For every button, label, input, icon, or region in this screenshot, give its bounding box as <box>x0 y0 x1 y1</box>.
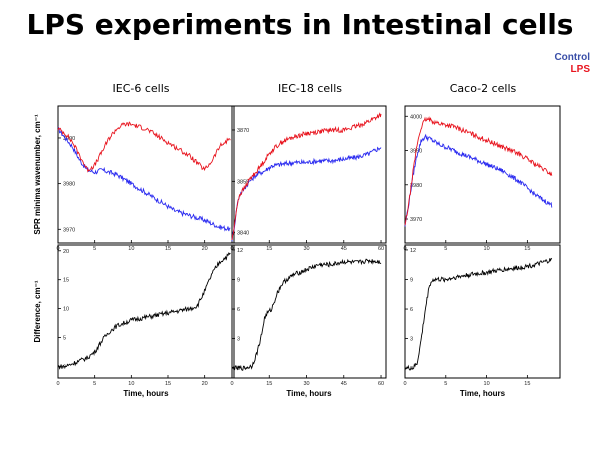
y-tick-label: 3980 <box>410 183 422 189</box>
y-tick-label: 0 <box>410 366 413 372</box>
y-tick-label: 3 <box>237 337 240 343</box>
x-axis-title: Time, hours <box>123 389 169 398</box>
x-tick-label: 15 <box>524 246 530 252</box>
x-tick-label: 30 <box>303 381 309 387</box>
series-line-lps <box>57 121 231 173</box>
x-tick-label: 10 <box>484 246 490 252</box>
panel-title: IEC-18 cells <box>278 82 342 95</box>
panel-title: Caco-2 cells <box>450 82 517 95</box>
y-tick-label: 9 <box>410 277 413 283</box>
slide-title: LPS experiments in Intestinal cells <box>26 8 574 41</box>
y-tick-label: 3855 <box>237 179 249 185</box>
x-tick-label: 15 <box>266 246 272 252</box>
x-tick-label: 15 <box>266 381 272 387</box>
x-tick-label: 15 <box>165 246 171 252</box>
plot-frame <box>404 105 561 244</box>
x-tick-label: 20 <box>202 381 208 387</box>
legend: Control LPS <box>520 52 590 76</box>
chart-panel-5: 0 15 30 45 60 0 3 6 9 12 <box>230 244 387 387</box>
legend-item-control: Control <box>554 52 590 63</box>
y-tick-label: 3840 <box>237 231 249 237</box>
series-line-lps <box>404 115 553 226</box>
panel-title: IEC-6 cells <box>113 82 170 95</box>
x-tick-label: 0 <box>56 381 59 387</box>
y-tick-label: 6 <box>410 307 413 313</box>
x-tick-label: 10 <box>484 381 490 387</box>
x-tick-label: 20 <box>202 246 208 252</box>
x-tick-label: 10 <box>128 246 134 252</box>
y-tick-label: 20 <box>63 249 69 255</box>
y-tick-label: 3970 <box>410 217 422 223</box>
series-line-lps <box>231 112 382 241</box>
y-tick-label: 5 <box>63 336 66 342</box>
y-tick-label: 12 <box>237 248 243 254</box>
y-tick-label: 0 <box>237 366 240 372</box>
y-tick-label: 15 <box>63 278 69 284</box>
y-tick-label: 10 <box>63 307 69 313</box>
chart-panel-4: 0 5 10 15 20 0 5 10 15 20 <box>56 244 235 387</box>
x-axis-title: Time, hours <box>286 389 332 398</box>
series-line-difference <box>57 252 231 370</box>
x-tick-label: 60 <box>378 381 384 387</box>
x-tick-label: 15 <box>524 381 530 387</box>
plot-frame <box>57 244 235 379</box>
y-tick-label: 3980 <box>63 182 75 188</box>
y-tick-label: 3870 <box>237 128 249 134</box>
y-tick-label: 12 <box>410 248 416 254</box>
y-tick-label: 9 <box>237 277 240 283</box>
series-line-control <box>57 126 231 232</box>
y-tick-label: 6 <box>237 307 240 313</box>
x-tick-label: 0 <box>230 381 233 387</box>
y-tick-label: 4000 <box>410 114 422 120</box>
series-line-difference <box>404 257 553 371</box>
x-tick-label: 5 <box>93 381 96 387</box>
series-line-control <box>404 133 553 227</box>
x-axis-title: Time, hours <box>460 389 506 398</box>
x-tick-label: 5 <box>444 381 447 387</box>
plot-frame <box>231 105 387 244</box>
x-tick-label: 30 <box>303 246 309 252</box>
y-tick-label: 3 <box>410 337 413 343</box>
y-tick-label: 3970 <box>63 227 75 233</box>
x-tick-label: 5 <box>93 246 96 252</box>
x-tick-label: 45 <box>341 381 347 387</box>
x-tick-label: 5 <box>444 246 447 252</box>
legend-item-lps: LPS <box>570 64 590 75</box>
series-line-difference <box>231 258 382 372</box>
plot-frame <box>57 105 235 244</box>
x-tick-label: 10 <box>128 381 134 387</box>
y-axis-title: Difference, cm⁻¹ <box>33 280 42 342</box>
x-tick-label: 45 <box>341 246 347 252</box>
y-axis-title: SPR minima wavenumber, cm⁻¹ <box>33 114 42 235</box>
x-tick-label: 0 <box>403 381 406 387</box>
x-tick-label: 15 <box>165 381 171 387</box>
x-tick-label: 60 <box>378 246 384 252</box>
plot-frame <box>231 244 387 379</box>
series-line-control <box>231 146 382 242</box>
plot-frame <box>404 244 561 379</box>
chart-panel-6: 0 5 10 15 0 3 6 9 12 <box>403 244 561 387</box>
